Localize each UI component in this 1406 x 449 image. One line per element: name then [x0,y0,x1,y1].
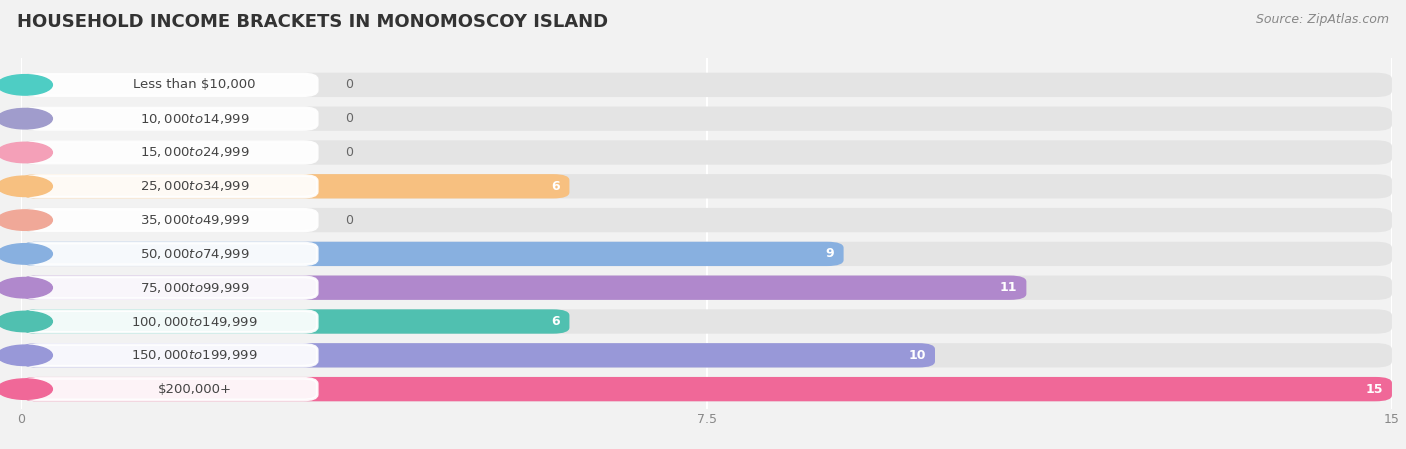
Circle shape [0,75,52,95]
Text: HOUSEHOLD INCOME BRACKETS IN MONOMOSCOY ISLAND: HOUSEHOLD INCOME BRACKETS IN MONOMOSCOY … [17,13,607,31]
Circle shape [0,244,52,264]
FancyBboxPatch shape [21,276,1392,300]
Circle shape [0,311,52,332]
FancyBboxPatch shape [25,142,318,163]
FancyBboxPatch shape [21,343,935,367]
FancyBboxPatch shape [21,208,1392,232]
FancyBboxPatch shape [25,277,318,299]
Text: $10,000 to $14,999: $10,000 to $14,999 [139,112,250,126]
Circle shape [0,277,52,298]
FancyBboxPatch shape [21,343,1392,367]
FancyBboxPatch shape [25,344,318,366]
Text: 0: 0 [346,214,353,227]
FancyBboxPatch shape [21,141,1392,165]
Text: 10: 10 [908,349,927,362]
Text: 0: 0 [346,112,353,125]
FancyBboxPatch shape [21,242,1392,266]
Text: $50,000 to $74,999: $50,000 to $74,999 [139,247,250,261]
Text: Source: ZipAtlas.com: Source: ZipAtlas.com [1256,13,1389,26]
FancyBboxPatch shape [21,377,1392,401]
FancyBboxPatch shape [21,73,1392,97]
Text: $75,000 to $99,999: $75,000 to $99,999 [139,281,250,295]
Text: $100,000 to $149,999: $100,000 to $149,999 [132,314,257,329]
FancyBboxPatch shape [21,174,569,198]
Text: $35,000 to $49,999: $35,000 to $49,999 [139,213,250,227]
Circle shape [0,379,52,399]
FancyBboxPatch shape [25,379,318,400]
FancyBboxPatch shape [25,243,318,265]
FancyBboxPatch shape [21,309,569,334]
Circle shape [0,345,52,365]
Text: $25,000 to $34,999: $25,000 to $34,999 [139,179,250,193]
Text: 6: 6 [551,180,561,193]
Text: 0: 0 [346,146,353,159]
FancyBboxPatch shape [21,377,1392,401]
FancyBboxPatch shape [25,311,318,332]
FancyBboxPatch shape [25,108,318,129]
Circle shape [0,210,52,230]
FancyBboxPatch shape [21,174,1392,198]
Text: 6: 6 [551,315,561,328]
Text: $15,000 to $24,999: $15,000 to $24,999 [139,145,250,159]
Text: 0: 0 [346,79,353,92]
Text: 15: 15 [1365,383,1384,396]
Text: $150,000 to $199,999: $150,000 to $199,999 [132,348,257,362]
FancyBboxPatch shape [21,309,1392,334]
FancyBboxPatch shape [21,106,1392,131]
FancyBboxPatch shape [21,276,1026,300]
Circle shape [0,142,52,163]
FancyBboxPatch shape [25,209,318,231]
FancyBboxPatch shape [25,176,318,197]
Text: 9: 9 [825,247,835,260]
Circle shape [0,176,52,197]
Circle shape [0,109,52,129]
Text: $200,000+: $200,000+ [157,383,232,396]
FancyBboxPatch shape [25,74,318,96]
Text: 11: 11 [1000,281,1018,294]
Text: Less than $10,000: Less than $10,000 [134,79,256,92]
FancyBboxPatch shape [21,242,844,266]
